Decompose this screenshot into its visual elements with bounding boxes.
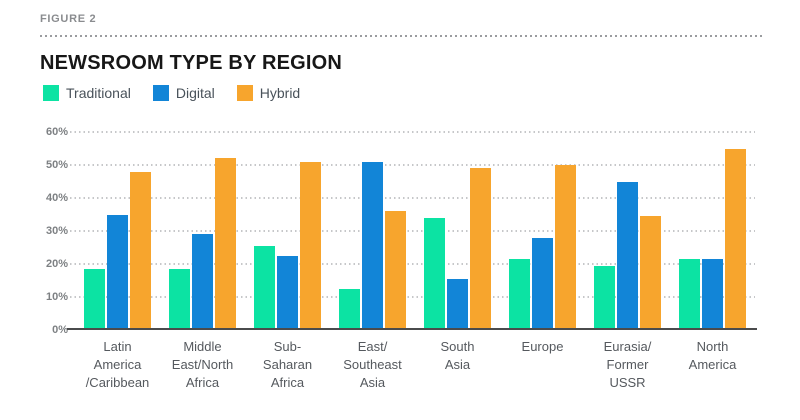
bar-digital [277, 255, 298, 330]
hybrid-swatch-icon [236, 85, 253, 101]
bar-group [245, 132, 330, 330]
bar-hybrid [130, 171, 151, 330]
bar-traditional [424, 217, 445, 330]
gridline [70, 196, 755, 199]
y-tick-label: 40% [45, 191, 68, 204]
legend-item-digital: Digital [152, 85, 215, 101]
legend-item-traditional: Traditional [43, 85, 131, 101]
x-axis-category-label: North America [688, 339, 737, 372]
bar-hybrid [640, 216, 661, 330]
bar-digital [702, 259, 723, 330]
x-axis-category-label: Eurasia/ Former USSR [603, 339, 652, 390]
y-tick-label: 0% [52, 324, 68, 336]
bar-group [670, 132, 755, 330]
x-axis-labels: Latin America /Caribbean Middle East/Nort… [75, 338, 755, 392]
bar-group [500, 132, 585, 330]
bar-traditional [679, 259, 700, 330]
chart-title: NEWSROOM TYPE BY REGION [40, 52, 343, 74]
bar-groups [75, 132, 755, 330]
bar-traditional [509, 259, 530, 330]
bar-hybrid [215, 158, 236, 330]
bar-hybrid [555, 165, 576, 330]
gridline [70, 296, 755, 298]
gridline [70, 262, 755, 265]
bar-group [160, 132, 245, 330]
x-axis-category-label: East/ Southeast Asia [343, 339, 402, 390]
chart-legend: Traditional Digital Hybrid [43, 85, 322, 101]
bar-hybrid [470, 168, 491, 330]
bar-digital [617, 181, 638, 330]
bar-hybrid [300, 161, 321, 330]
x-axis-category-label: Latin America /Caribbean [85, 339, 150, 390]
bar-hybrid [385, 211, 406, 330]
x-axis-category-label: Europe [521, 339, 564, 354]
y-tick-label: 30% [45, 225, 68, 237]
gridline [70, 131, 755, 133]
bar-digital [192, 234, 213, 330]
figure-label: FIGURE 2 [40, 13, 97, 25]
digital-swatch-icon [152, 85, 169, 101]
bar-digital [107, 214, 128, 330]
bar-digital [447, 278, 468, 330]
traditional-swatch-icon [43, 85, 59, 101]
y-tick-label: 20% [45, 257, 68, 270]
x-axis-category-label: Middle East/North Africa [171, 339, 234, 390]
gridline [70, 163, 755, 166]
bar-group [330, 132, 415, 330]
legend-item-hybrid: Hybrid [236, 85, 301, 101]
bar-digital [532, 237, 553, 330]
bar-traditional [594, 265, 615, 330]
bar-traditional [169, 268, 190, 330]
y-tick-label: 50% [45, 158, 68, 171]
legend-label: Traditional [66, 85, 131, 101]
legend-label: Digital [175, 85, 215, 101]
bar-group [585, 132, 670, 330]
x-axis-category-label: Sub- Saharan Africa [262, 339, 313, 390]
y-axis-labels: 60% 50% 40% 30% 20% 10% 0% [0, 126, 68, 336]
bar-group [415, 132, 500, 330]
bar-digital [362, 161, 383, 330]
legend-label: Hybrid [259, 85, 301, 101]
dotted-divider [40, 35, 763, 37]
bar-traditional [254, 245, 275, 330]
x-axis-line [67, 328, 757, 330]
bar-traditional [84, 268, 105, 330]
plot-area [70, 131, 755, 330]
gridline [70, 230, 755, 232]
bar-traditional [339, 288, 360, 330]
bar-hybrid [725, 148, 746, 330]
x-axis-category-label: South Asia [440, 339, 475, 372]
y-tick-label: 10% [45, 291, 68, 303]
bar-group [75, 132, 160, 330]
y-tick-label: 60% [45, 126, 68, 138]
